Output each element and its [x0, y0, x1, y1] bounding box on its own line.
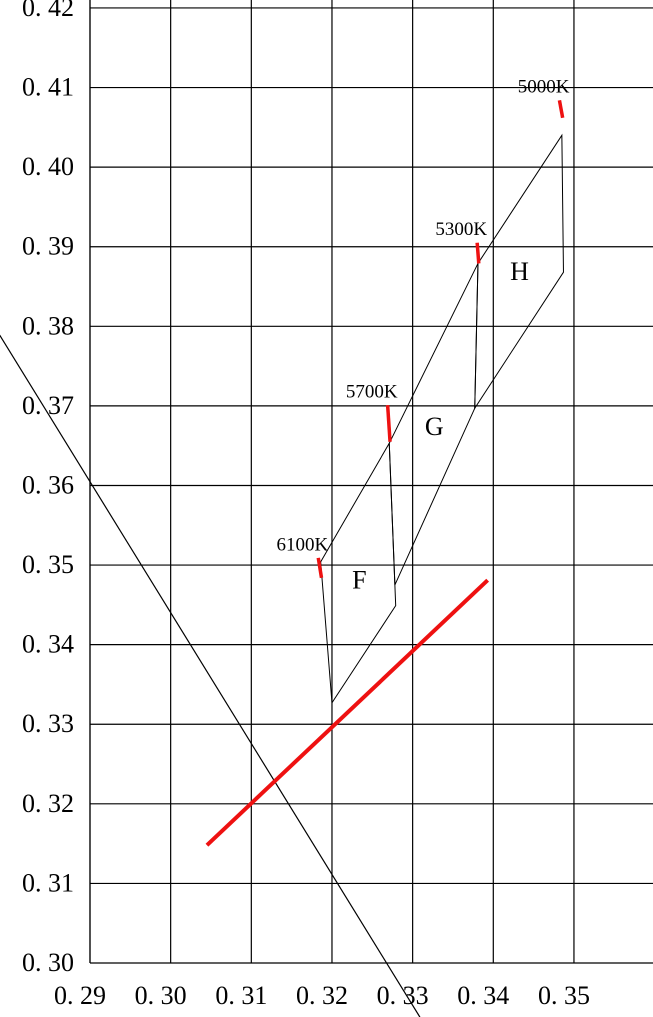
region-label: F	[352, 565, 366, 594]
x-tick-label: 0. 34	[457, 981, 509, 1010]
y-tick-label: 0. 33	[22, 709, 74, 738]
x-tick-label: 0. 31	[215, 981, 267, 1010]
y-tick-label: 0. 30	[22, 948, 74, 977]
y-tick-label: 0. 40	[22, 152, 74, 181]
y-tick-label: 0. 37	[22, 391, 74, 420]
y-tick-label: 0. 36	[22, 470, 74, 499]
cct-mark	[316, 557, 324, 579]
y-tick-label: 0. 41	[22, 73, 74, 102]
y-tick-label: 0. 38	[22, 311, 74, 340]
cct-mark	[385, 404, 392, 442]
y-tick-label: 0. 42	[22, 0, 74, 22]
region	[474, 133, 564, 411]
diagonal-line	[0, 334, 421, 1017]
cct-mark	[557, 99, 565, 119]
x-tick-label: 0. 32	[296, 981, 348, 1010]
cct-label: 5700K	[346, 381, 398, 402]
x-tick-label: 0. 35	[538, 981, 590, 1010]
cct-label: 5000K	[518, 77, 570, 98]
x-tick-label: 0. 29	[54, 981, 106, 1010]
region	[320, 441, 397, 705]
cct-label: 6100K	[277, 534, 329, 555]
y-tick-label: 0. 35	[22, 550, 74, 579]
x-tick-label: 0. 30	[135, 981, 187, 1010]
y-tick-label: 0. 31	[22, 868, 74, 897]
region-label: H	[510, 257, 529, 286]
cct-label: 5300K	[435, 219, 487, 240]
y-tick-label: 0. 34	[22, 630, 74, 659]
x-tick-label: 0. 33	[377, 981, 429, 1010]
y-tick-label: 0. 39	[22, 232, 74, 261]
cct-mark	[475, 242, 481, 264]
red-line	[205, 578, 490, 847]
y-tick-label: 0. 32	[22, 789, 74, 818]
region-label: G	[425, 412, 444, 441]
